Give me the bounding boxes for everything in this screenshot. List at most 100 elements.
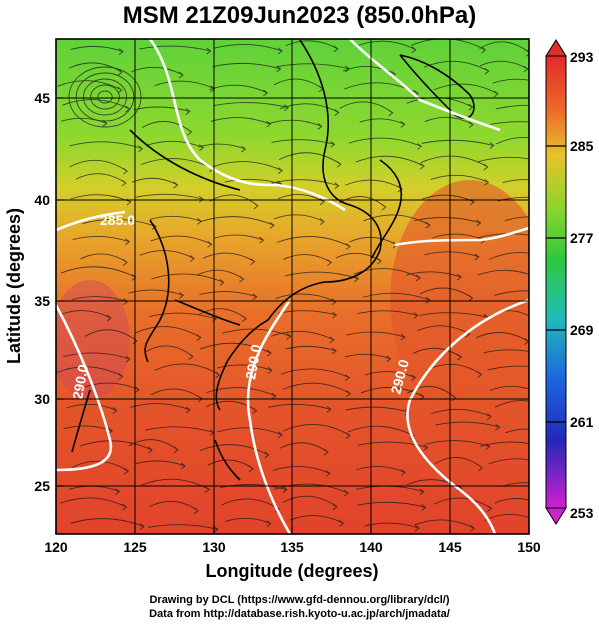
streamline: [488, 458, 529, 465]
streamline: [339, 101, 393, 114]
streamline-arrow: [123, 298, 129, 305]
streamline: [344, 179, 403, 190]
streamline: [504, 216, 529, 222]
colorbar-scale: [545, 55, 567, 509]
streamline: [362, 292, 431, 301]
streamline: [360, 386, 425, 398]
streamline: [495, 104, 529, 110]
streamline: [353, 268, 421, 279]
streamline-arrow: [345, 432, 351, 439]
colorbar-bottom-arrow: [545, 507, 567, 525]
streamline-arrow: [539, 352, 543, 358]
streamline-arrow: [495, 423, 501, 431]
streamline: [285, 345, 337, 352]
streamline-arrow: [536, 390, 540, 396]
streamline: [412, 347, 462, 358]
contour-label: 290.0: [69, 363, 91, 400]
streamline-arrow: [381, 203, 387, 211]
streamline-arrow: [468, 294, 474, 302]
streamline: [479, 60, 529, 70]
streamline: [425, 440, 490, 447]
streamline-arrow: [252, 407, 258, 415]
streamline-arrow: [188, 353, 194, 360]
streamline: [431, 408, 492, 418]
streamline: [479, 41, 529, 53]
streamline: [421, 139, 494, 146]
streamline-arrow: [117, 86, 123, 94]
streamline-arrow: [345, 243, 351, 250]
streamline-arrow: [115, 488, 121, 496]
streamline: [196, 269, 244, 280]
streamline: [206, 387, 276, 397]
streamline-arrow: [207, 240, 213, 248]
streamline-arrow: [323, 448, 329, 456]
streamline-arrow: [239, 275, 245, 283]
streamline-arrow: [187, 128, 193, 136]
streamline-arrow: [215, 371, 221, 379]
streamline-arrow: [259, 236, 265, 244]
streamline-arrow: [277, 167, 283, 174]
streamline: [279, 103, 339, 113]
streamline-arrow: [327, 259, 333, 266]
streamline: [150, 388, 203, 400]
streamline-arrow: [185, 406, 191, 414]
streamline: [84, 382, 140, 391]
streamline: [345, 406, 410, 413]
streamline-arrow: [421, 504, 427, 511]
streamline: [69, 141, 143, 150]
streamline-arrow: [112, 407, 118, 414]
streamline: [271, 179, 339, 187]
streamline: [213, 102, 289, 109]
contour-label: 285.0: [100, 212, 135, 228]
streamline: [475, 332, 529, 342]
streamline-arrow: [277, 47, 283, 55]
credits: Drawing by DCL (https://www.gfd-dennou.o…: [0, 593, 599, 621]
streamline: [484, 513, 529, 521]
streamline: [60, 117, 107, 124]
cyclone-streamline: [82, 78, 128, 116]
streamline: [359, 118, 405, 125]
streamline-arrow: [252, 293, 258, 301]
streamline: [335, 252, 382, 262]
streamline-arrow: [456, 273, 462, 281]
streamline-arrow: [106, 314, 112, 322]
streamline: [224, 178, 282, 185]
x-tick-labels: 120 125 130 135 140 145 150: [44, 539, 541, 555]
streamline: [424, 251, 479, 258]
graticule: [56, 39, 529, 534]
streamline-arrow: [535, 275, 539, 281]
streamline: [128, 289, 184, 296]
streamline: [483, 349, 529, 354]
streamline: [502, 179, 529, 183]
streamline: [289, 515, 344, 524]
streamline-arrow: [122, 258, 128, 266]
streamline: [489, 385, 529, 391]
streamline-arrow: [210, 85, 216, 93]
streamline-arrow: [319, 218, 325, 225]
streamline: [57, 80, 123, 91]
colorbar-label: 277: [570, 230, 594, 246]
streamline-arrow: [286, 332, 292, 340]
colorbar-label: 253: [570, 505, 594, 521]
streamline: [494, 290, 529, 296]
streamline-arrow: [376, 257, 382, 265]
streamline-arrow: [282, 486, 288, 493]
streamline-arrow: [388, 109, 394, 117]
streamline-arrow: [331, 347, 337, 355]
x-tick-label: 135: [280, 539, 304, 555]
streamline-arrow: [118, 373, 124, 380]
y-tick-label: 35: [34, 293, 50, 309]
streamline: [411, 39, 486, 51]
streamline-arrow: [415, 274, 421, 282]
streamline-arrow: [277, 431, 283, 439]
streamline: [139, 45, 211, 52]
streamline: [75, 173, 127, 184]
colorbar-label: 293: [570, 49, 594, 65]
streamline-arrow: [477, 464, 483, 472]
streamline: [283, 254, 332, 263]
streamline-arrow: [248, 465, 254, 473]
streamline: [149, 312, 217, 320]
streamline-arrow: [139, 523, 145, 530]
streamline-arrow: [489, 142, 495, 149]
